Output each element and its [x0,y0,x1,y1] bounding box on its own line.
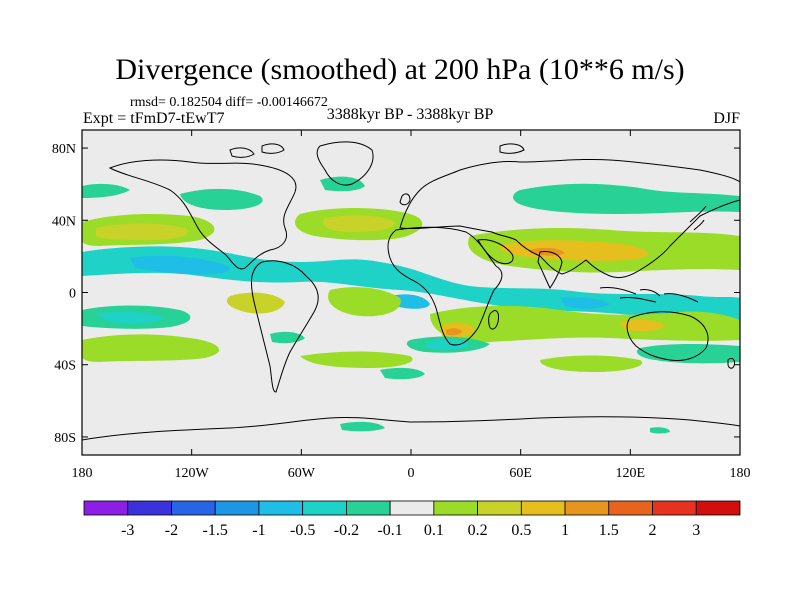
colorbar-swatch [302,500,347,516]
colorbar-swatch [171,500,216,516]
coast-new-zealand [727,357,735,369]
coast-indonesia [599,287,699,303]
lat-label: 80N [52,142,76,157]
pos-band-south-pacific-b [226,292,285,314]
pos-band-south-indian [430,305,740,343]
colorbar-swatch [345,500,391,516]
colorbar-label: 0.1 [424,522,444,539]
colorbar-label: 1.5 [599,522,619,539]
map-axes: 80N 40N 0 40S 80S 180 120W 60W 0 60E 120E 180 [52,130,751,481]
colorbar-swatch [695,500,741,516]
neg-band-antarctic [340,421,670,434]
coast-eurasia [399,158,740,279]
coastlines [82,141,740,441]
colorbar-swatch [477,500,522,516]
colorbar-swatch [608,500,653,516]
colorbar-label: 3 [692,522,700,539]
divergence-field [82,176,740,434]
colorbar-label: 1 [561,522,569,539]
colorbar-swatch [214,500,260,516]
lon-label: 60E [509,466,532,481]
pos-band-south-africa-core [446,328,462,336]
pos-band-south-mid [300,351,643,372]
coast-japan [689,205,707,231]
colorbar-swatch [652,500,697,516]
coast-australia [626,311,709,361]
colorbar-label: -1.5 [203,522,228,539]
map-frame [81,129,741,456]
colorbar-swatch [389,500,435,516]
lat-label: 0 [69,287,76,302]
coast-india [537,251,563,289]
lon-label: 60W [288,466,316,481]
lon-label: 120E [616,466,646,481]
lat-label: 40S [54,359,76,374]
colorbar-label: 0.2 [468,522,488,539]
neg-band-north [82,176,740,214]
coast-arabia [477,239,514,265]
coast-south-america [251,260,319,393]
lon-label: 120W [175,466,210,481]
period-label: 3388kyr BP - 3388kyr BP [326,106,494,123]
coast-greenland [316,141,374,186]
neg-band-south [82,305,740,380]
colorbar-swatch [520,500,566,516]
colorbar: -3 -2 -1.5 -1 -0.5 -0.2 -0.1 0.1 0.2 0.5 1 1.5 2 3 [83,500,741,539]
colorbar-label: -2 [165,522,178,539]
coast-antarctica [82,416,740,441]
neg-band-tropics-core [130,255,610,309]
coast-arctic-islands [229,143,525,158]
colorbar-swatch [258,500,304,516]
plot-title: Divergence (smoothed) at 200 hPa (10**6 … [115,53,685,86]
colorbar-label: -0.2 [334,522,359,539]
stats-text: rmsd= 0.182504 diff= -0.00146672 [130,95,328,110]
experiment-label: Expt = tFmD7-tEwT7 [83,110,225,127]
colorbar-swatch [83,500,129,516]
pos-band-north-atlantic-core [322,215,395,232]
colorbar-label: 0.5 [511,522,531,539]
coast-uk [399,193,411,206]
colorbar-label: -1 [252,522,265,539]
map-background [82,130,740,455]
pos-band-south-pacific [82,334,220,362]
neg-band-south-core [95,311,470,350]
pos-band-north-pacific-core [96,223,189,240]
lat-label: 80S [54,431,76,446]
coast-madagascar [488,309,499,330]
pos-band-south-indian-core [440,319,665,338]
colorbar-swatch [564,500,610,516]
colorbar-label: -3 [121,522,134,539]
season-label: DJF [713,110,740,127]
pos-band-asia-core [500,240,649,261]
colorbar-swatch [127,500,172,516]
lon-label: 180 [730,466,751,481]
colorbar-label: -0.5 [290,522,315,539]
coast-north-america [108,159,297,270]
colorbar-label: 2 [649,522,657,539]
coast-africa [387,226,503,346]
pos-band-south-atlantic [328,287,401,317]
lon-label: 0 [408,466,415,481]
lon-label: 180 [72,466,93,481]
lat-label: 40N [52,214,76,229]
colorbar-swatch [433,500,479,516]
colorbar-label: -0.1 [377,522,402,539]
